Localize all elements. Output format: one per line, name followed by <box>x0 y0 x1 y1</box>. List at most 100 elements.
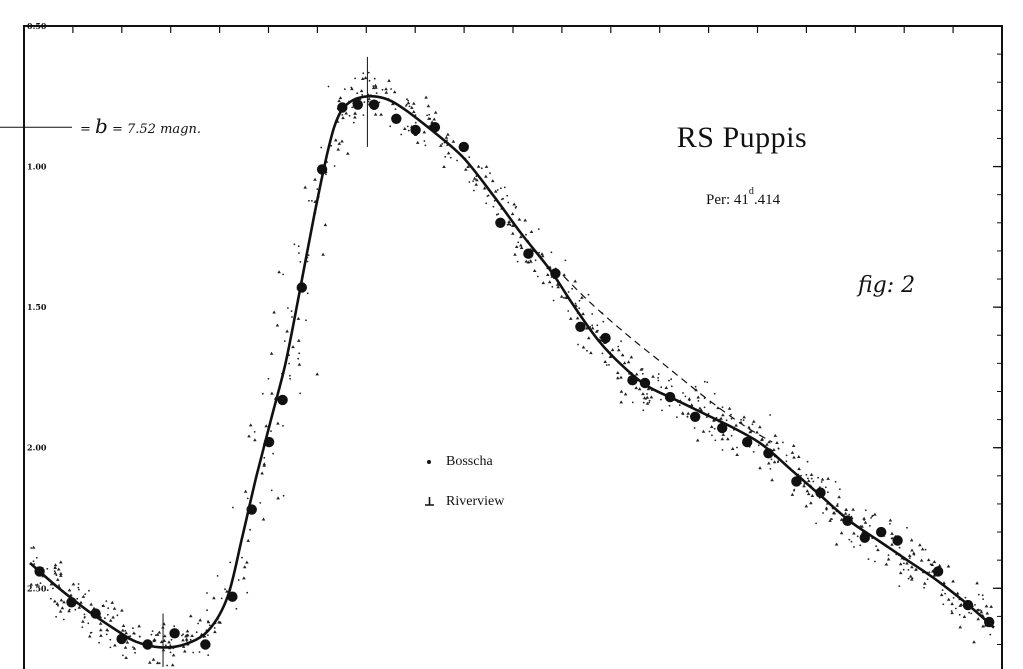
bosscha-observation <box>670 385 673 388</box>
riverview-observation <box>519 246 524 249</box>
bosscha-observation <box>468 156 471 159</box>
riverview-observation <box>930 563 935 566</box>
riverview-observation <box>792 455 796 459</box>
riverview-observation <box>183 649 187 653</box>
riverview-observation <box>540 252 544 256</box>
bosscha-observation <box>872 514 874 517</box>
bosscha-observation <box>850 540 853 543</box>
riverview-observation <box>123 645 128 649</box>
bosscha-observation <box>229 561 232 564</box>
riverview-observation <box>958 625 962 629</box>
riverview-observation <box>270 391 274 395</box>
normal-point <box>391 113 402 125</box>
riverview-observation <box>581 312 585 316</box>
bosscha-observation <box>232 506 234 509</box>
bosscha-observation <box>707 412 710 415</box>
bosscha-observation <box>820 481 823 483</box>
legend: Bosscha Riverview <box>425 454 505 509</box>
bosscha-observation <box>503 186 506 189</box>
bosscha-observation <box>859 525 862 527</box>
bosscha-observation <box>578 307 581 310</box>
bosscha-observation <box>915 568 918 571</box>
bosscha-observation <box>678 404 681 406</box>
bosscha-observation <box>711 434 713 437</box>
riverview-observation <box>157 630 162 634</box>
bosscha-observation <box>441 143 444 145</box>
bosscha-observation <box>730 417 733 420</box>
bosscha-observation <box>926 578 929 581</box>
normal-point <box>876 526 887 538</box>
riverview-observation <box>721 413 725 417</box>
bosscha-observation <box>552 299 555 302</box>
riverview-observation <box>844 507 848 511</box>
riverview-observation <box>53 599 57 603</box>
riverview-observation <box>261 517 266 521</box>
bosscha-observation <box>777 460 780 463</box>
riverview-observation <box>148 660 152 664</box>
riverview-observation <box>247 434 251 438</box>
dashed-curve <box>554 267 773 443</box>
bosscha-observation <box>299 392 301 395</box>
riverview-observation <box>373 112 378 116</box>
normal-point <box>664 391 676 403</box>
riverview-observation <box>910 548 914 552</box>
riverview-observation <box>513 252 517 256</box>
riverview-observation <box>839 531 844 535</box>
bosscha-observation <box>506 194 509 197</box>
bosscha-observation <box>138 635 141 638</box>
riverview-observation <box>908 574 913 578</box>
bosscha-observation <box>185 640 188 642</box>
bosscha-observation <box>660 398 662 401</box>
riverview-observation <box>340 139 344 143</box>
bosscha-observation <box>109 638 112 641</box>
bosscha-observation <box>207 654 210 656</box>
riverview-observation <box>610 348 615 352</box>
y-tick-label: 1.00 <box>27 162 47 172</box>
riverview-observation <box>67 609 71 613</box>
bosscha-observation <box>538 251 541 254</box>
bosscha-observation <box>53 570 56 573</box>
normal-point <box>116 633 127 645</box>
bosscha-observation <box>694 385 697 388</box>
y-tick-label: 1.50 <box>27 302 47 312</box>
riverview-observation <box>406 101 411 105</box>
riverview-observation <box>790 450 795 454</box>
legend-t-marker <box>425 497 434 506</box>
normal-point <box>627 375 638 386</box>
riverview-observation <box>696 395 700 399</box>
bosscha-observation <box>752 451 755 453</box>
riverview-observation <box>321 252 325 256</box>
riverview-observation <box>248 423 253 427</box>
riverview-observation <box>767 440 771 444</box>
bosscha-observation <box>736 446 738 449</box>
riverview-observation <box>645 395 650 399</box>
bosscha-observation <box>769 414 771 416</box>
bosscha-observation <box>468 181 471 183</box>
riverview-observation <box>898 571 903 575</box>
riverview-observation <box>373 83 378 87</box>
light-curve <box>29 94 995 649</box>
bosscha-observation <box>713 427 716 430</box>
riverview-observation <box>820 477 825 481</box>
riverview-observation <box>77 605 82 609</box>
bosscha-observation <box>78 588 80 591</box>
bosscha-observation <box>703 406 706 409</box>
bosscha-observation <box>132 627 134 629</box>
bosscha-observation <box>32 560 35 563</box>
bosscha-observation <box>955 607 957 610</box>
bosscha-observation <box>76 597 79 600</box>
riverview-observation <box>163 634 167 638</box>
riverview-observation <box>105 628 109 632</box>
bosscha-observation <box>289 374 291 377</box>
bosscha-observation <box>198 651 201 653</box>
riverview-observation <box>755 430 759 434</box>
bosscha-observation <box>288 362 290 365</box>
bosscha-observation <box>350 86 353 89</box>
bosscha-observation <box>923 586 925 589</box>
riverview-observation <box>937 563 942 567</box>
bosscha-observation <box>305 319 307 322</box>
riverview-observation <box>958 603 962 607</box>
riverview-observation <box>976 617 980 621</box>
bosscha-observation <box>730 413 732 416</box>
riverview-observation <box>646 387 651 391</box>
